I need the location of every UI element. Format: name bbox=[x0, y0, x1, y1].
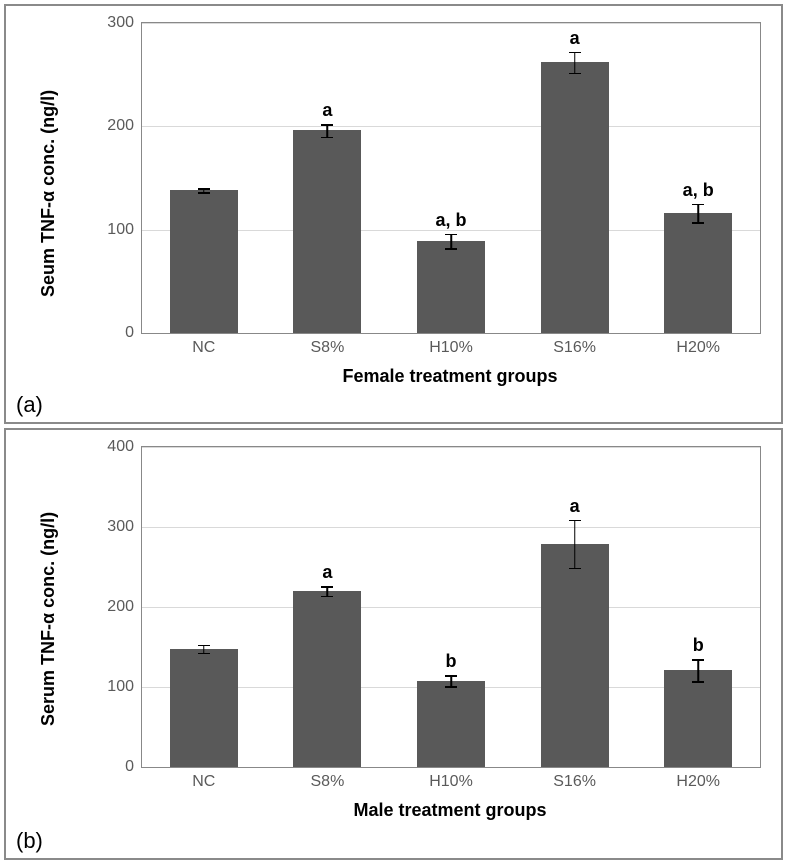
xtick-label: H10% bbox=[429, 333, 473, 357]
plot-area-b: 0100200300400NCaS8%bH10%aS16%bH20% bbox=[141, 446, 761, 768]
gridline bbox=[142, 607, 760, 608]
significance-label: a, b bbox=[683, 180, 714, 201]
error-bar bbox=[697, 204, 699, 223]
error-cap bbox=[198, 188, 210, 190]
xtick-label: S16% bbox=[553, 333, 596, 357]
error-cap bbox=[692, 659, 704, 661]
significance-label: a bbox=[322, 100, 332, 121]
xtick-label: NC bbox=[192, 767, 215, 791]
xtick-label: H20% bbox=[676, 333, 720, 357]
error-bar bbox=[574, 52, 576, 73]
bar bbox=[417, 241, 485, 333]
error-bar bbox=[697, 659, 699, 681]
error-cap bbox=[321, 586, 333, 588]
panel-tag-a: (a) bbox=[16, 392, 43, 418]
error-cap bbox=[198, 192, 210, 194]
bar bbox=[417, 681, 485, 767]
error-cap bbox=[692, 204, 704, 206]
error-bar bbox=[450, 234, 452, 248]
error-cap bbox=[198, 653, 210, 655]
xtick-label: S8% bbox=[310, 767, 344, 791]
xtick-label: NC bbox=[192, 333, 215, 357]
bar bbox=[293, 591, 361, 767]
error-cap bbox=[569, 73, 581, 75]
xtick-label: S16% bbox=[553, 767, 596, 791]
error-cap bbox=[445, 686, 457, 688]
ytick-label: 100 bbox=[107, 221, 142, 239]
gridline bbox=[142, 126, 760, 127]
significance-label: a, b bbox=[435, 210, 466, 231]
error-cap bbox=[445, 234, 457, 236]
panel-a: 0100200300NCaS8%a, bH10%aS16%a, bH20% Se… bbox=[4, 4, 783, 424]
y-axis-label-b: Serum TNF-α conc. (ng/l) bbox=[38, 512, 59, 726]
error-cap bbox=[569, 52, 581, 54]
y-axis-label-a: Seum TNF-α conc. (ng/l) bbox=[38, 90, 59, 297]
error-bar bbox=[574, 520, 576, 568]
error-cap bbox=[445, 248, 457, 250]
gridline bbox=[142, 23, 760, 24]
bar bbox=[170, 649, 238, 767]
significance-label: a bbox=[570, 496, 580, 517]
ytick-label: 0 bbox=[125, 324, 142, 342]
error-bar bbox=[450, 675, 452, 686]
ytick-label: 300 bbox=[107, 14, 142, 32]
error-bar bbox=[327, 124, 329, 136]
plot-area-a: 0100200300NCaS8%a, bH10%aS16%a, bH20% bbox=[141, 22, 761, 334]
figure: 0100200300NCaS8%a, bH10%aS16%a, bH20% Se… bbox=[0, 0, 787, 865]
bar bbox=[293, 130, 361, 333]
gridline bbox=[142, 527, 760, 528]
bar bbox=[541, 544, 609, 767]
x-axis-label-a: Female treatment groups bbox=[342, 366, 557, 387]
bar bbox=[541, 62, 609, 333]
error-cap bbox=[321, 596, 333, 598]
significance-label: a bbox=[570, 28, 580, 49]
ytick-label: 200 bbox=[107, 117, 142, 135]
xtick-label: H20% bbox=[676, 767, 720, 791]
bar bbox=[664, 670, 732, 767]
significance-label: a bbox=[322, 562, 332, 583]
x-axis-label-b: Male treatment groups bbox=[353, 800, 546, 821]
significance-label: b bbox=[693, 635, 704, 656]
error-cap bbox=[569, 568, 581, 570]
panel-b: 0100200300400NCaS8%bH10%aS16%bH20% Serum… bbox=[4, 428, 783, 860]
bar bbox=[664, 213, 732, 333]
ytick-label: 400 bbox=[107, 438, 142, 456]
error-cap bbox=[569, 520, 581, 522]
error-cap bbox=[692, 681, 704, 683]
error-cap bbox=[692, 222, 704, 224]
error-cap bbox=[321, 124, 333, 126]
ytick-label: 0 bbox=[125, 758, 142, 776]
xtick-label: S8% bbox=[310, 333, 344, 357]
xtick-label: H10% bbox=[429, 767, 473, 791]
gridline bbox=[142, 447, 760, 448]
ytick-label: 100 bbox=[107, 678, 142, 696]
ytick-label: 300 bbox=[107, 518, 142, 536]
error-cap bbox=[445, 675, 457, 677]
ytick-label: 200 bbox=[107, 598, 142, 616]
error-cap bbox=[321, 137, 333, 139]
significance-label: b bbox=[446, 651, 457, 672]
error-cap bbox=[198, 645, 210, 647]
panel-tag-b: (b) bbox=[16, 828, 43, 854]
bar bbox=[170, 190, 238, 333]
